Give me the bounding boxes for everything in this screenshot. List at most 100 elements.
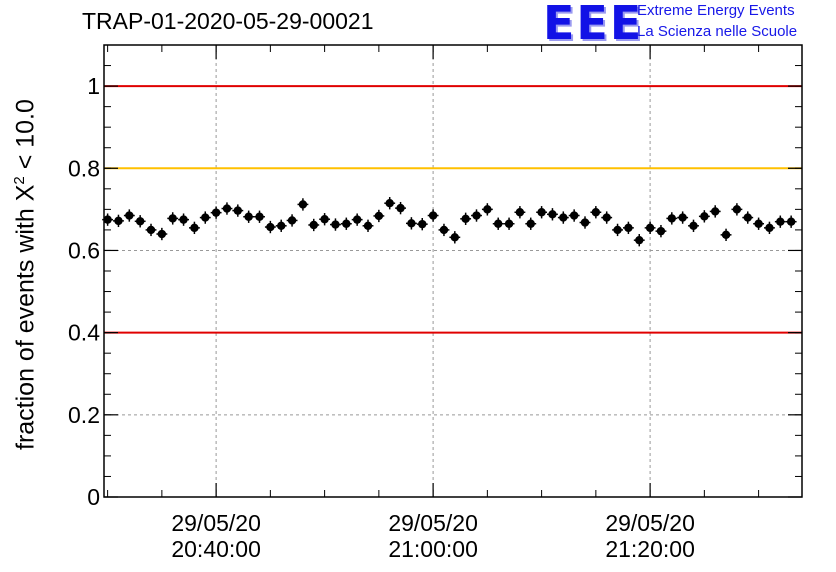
data-point xyxy=(362,219,374,232)
data-point xyxy=(221,202,233,215)
data-point xyxy=(254,210,265,223)
data-point xyxy=(557,211,569,224)
data-point xyxy=(503,217,515,230)
y-tick-label: 0.2 xyxy=(68,402,100,428)
data-marker xyxy=(678,213,687,222)
data-point xyxy=(536,206,548,219)
data-point xyxy=(688,219,699,232)
data-marker xyxy=(374,211,384,221)
data-marker xyxy=(504,219,514,228)
data-marker xyxy=(472,211,481,220)
data-point xyxy=(644,221,656,235)
data-point xyxy=(178,213,189,226)
plot-frame xyxy=(103,44,803,498)
data-point xyxy=(330,218,341,231)
y-axis-label-superscript: 2 xyxy=(11,176,28,185)
data-point xyxy=(612,223,623,237)
data-point xyxy=(416,217,428,231)
data-marker xyxy=(277,221,286,230)
data-point xyxy=(210,206,222,219)
data-point xyxy=(579,216,591,229)
data-marker xyxy=(786,217,796,226)
eee-logo-icon: EEE xyxy=(543,0,644,50)
data-point xyxy=(405,217,417,230)
data-point xyxy=(188,221,200,235)
data-points xyxy=(102,197,797,247)
data-marker xyxy=(537,208,546,217)
data-point xyxy=(286,214,298,227)
data-marker xyxy=(711,207,720,216)
data-point xyxy=(308,218,320,232)
logo-line-2: La Scienza nelle Scuole xyxy=(637,23,798,40)
data-marker xyxy=(613,225,622,235)
data-point xyxy=(427,209,439,222)
data-point xyxy=(471,209,482,222)
data-marker xyxy=(407,219,416,228)
data-point xyxy=(232,204,244,217)
axis-ticks: 00.20.40.60.8129/05/2020:40:0029/05/2021… xyxy=(68,44,802,562)
data-point xyxy=(145,223,157,237)
data-marker xyxy=(157,229,167,239)
data-marker xyxy=(146,225,156,235)
data-point xyxy=(113,214,124,228)
data-marker xyxy=(135,217,145,226)
data-point xyxy=(698,210,710,223)
data-marker xyxy=(428,211,438,220)
data-marker xyxy=(754,219,763,228)
data-marker xyxy=(721,230,731,240)
data-marker xyxy=(211,208,221,217)
data-marker xyxy=(765,223,774,233)
y-tick-label: 0 xyxy=(87,484,100,510)
data-marker xyxy=(298,200,308,209)
data-point xyxy=(774,215,786,228)
data-marker xyxy=(645,223,655,233)
y-tick-label: 0.4 xyxy=(68,320,100,346)
data-point xyxy=(785,215,797,228)
data-marker xyxy=(624,223,633,233)
data-point xyxy=(297,198,309,211)
data-marker xyxy=(103,215,112,224)
data-point xyxy=(460,212,472,225)
data-marker xyxy=(548,210,557,219)
data-point xyxy=(123,209,135,222)
data-marker xyxy=(201,213,210,222)
data-marker xyxy=(461,214,470,224)
y-axis-label: fraction of events with X2 < 10.0 xyxy=(11,99,40,450)
data-marker xyxy=(667,214,677,223)
threshold-lines xyxy=(104,85,802,334)
data-marker xyxy=(515,208,525,217)
data-point xyxy=(373,209,385,223)
y-tick-label: 0.8 xyxy=(68,155,100,181)
data-point xyxy=(156,227,168,241)
x-tick-label-date: 29/05/20 xyxy=(171,510,261,536)
data-marker xyxy=(255,212,264,221)
data-marker xyxy=(342,219,351,228)
data-point xyxy=(384,197,396,210)
logo-line-1: Extreme Energy Events xyxy=(637,2,795,19)
data-point xyxy=(753,217,765,230)
data-marker xyxy=(439,225,449,235)
data-marker xyxy=(125,211,134,220)
data-point xyxy=(655,224,667,238)
data-marker xyxy=(602,213,611,222)
data-marker xyxy=(635,235,644,245)
x-tick-label-time: 21:20:00 xyxy=(605,536,695,562)
data-point xyxy=(340,217,352,230)
data-marker xyxy=(352,215,362,224)
data-marker xyxy=(179,215,188,224)
data-point xyxy=(633,234,645,247)
x-tick-label-time: 21:00:00 xyxy=(388,536,478,562)
data-point xyxy=(351,213,363,226)
data-point xyxy=(167,212,179,225)
data-point xyxy=(395,201,406,215)
data-marker xyxy=(363,221,373,230)
data-marker xyxy=(450,233,460,242)
data-marker xyxy=(266,222,275,232)
y-tick-label: 1 xyxy=(87,73,100,99)
data-marker xyxy=(222,204,232,213)
y-axis-label-prefix: fraction of events with X xyxy=(11,184,40,450)
data-point xyxy=(742,211,754,224)
x-tick-label-date: 29/05/20 xyxy=(605,510,695,536)
x-tick-label-date: 29/05/20 xyxy=(388,510,478,536)
